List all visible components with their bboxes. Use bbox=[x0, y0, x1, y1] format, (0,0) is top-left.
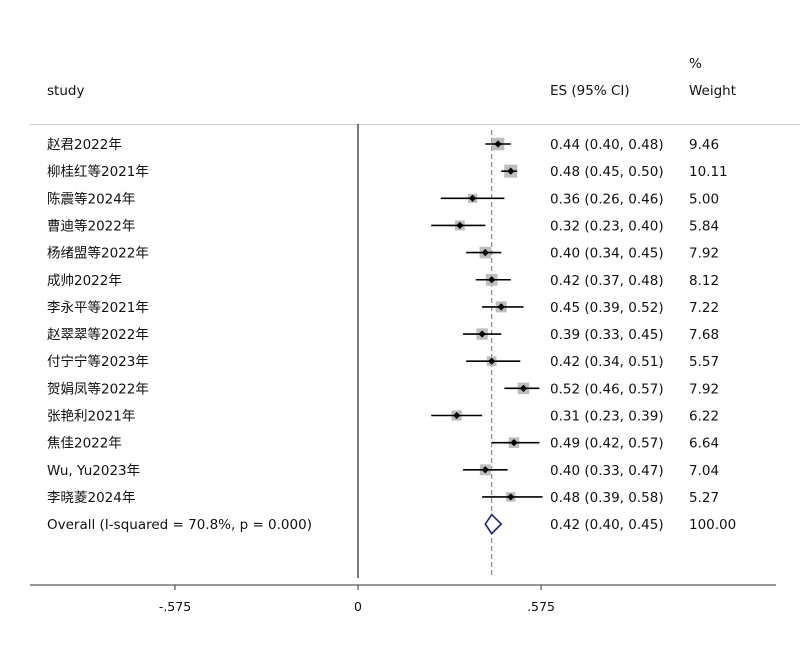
study-label: 柳桂红等2021年 bbox=[47, 163, 149, 180]
study-row: 李晓菱2024年 0.48 (0.39, 0.58) 5.27 bbox=[47, 490, 719, 506]
weight-value: 7.22 bbox=[689, 300, 719, 316]
x-axis-tick-label: -.575 bbox=[159, 599, 191, 614]
study-row: 曹迪等2022年 0.32 (0.23, 0.40) 5.84 bbox=[47, 217, 719, 234]
study-row: 张艳利2021年 0.31 (0.23, 0.39) 6.22 bbox=[47, 409, 719, 425]
study-row: 赵君2022年 0.44 (0.40, 0.48) 9.46 bbox=[47, 137, 719, 153]
study-label: 焦佳2022年 bbox=[47, 436, 122, 452]
point-estimate bbox=[481, 466, 489, 474]
point-estimate bbox=[507, 493, 515, 501]
point-estimate bbox=[488, 357, 496, 365]
point-estimate bbox=[453, 411, 461, 420]
header-study: study bbox=[47, 83, 84, 99]
plot-area bbox=[357, 124, 493, 578]
es-ci-value: 0.45 (0.39, 0.52) bbox=[550, 300, 664, 316]
study-label: 曹迪等2022年 bbox=[47, 217, 135, 234]
point-estimate bbox=[478, 330, 486, 338]
es-ci-value: 0.31 (0.23, 0.39) bbox=[550, 409, 664, 425]
study-row: 付宁宁等2023年 0.42 (0.34, 0.51) 5.57 bbox=[47, 353, 719, 370]
weight-value: 5.00 bbox=[689, 191, 719, 207]
study-row: 成帅2022年 0.42 (0.37, 0.48) 8.12 bbox=[47, 273, 719, 289]
overall-row: Overall (I-squared = 70.8%, p = 0.000) 0.… bbox=[47, 513, 736, 535]
study-label: 成帅2022年 bbox=[47, 273, 122, 289]
es-ci-value: 0.49 (0.42, 0.57) bbox=[550, 436, 664, 452]
weight-value: 7.92 bbox=[689, 246, 719, 262]
study-label: 杨绪盟等2022年 bbox=[47, 245, 149, 262]
study-row: 陈震等2024年 0.36 (0.26, 0.46) 5.00 bbox=[47, 190, 719, 207]
study-row: 柳桂红等2021年 0.48 (0.45, 0.50) 10.11 bbox=[47, 163, 728, 180]
point-estimate bbox=[510, 439, 518, 447]
overall-es-ci-value: 0.42 (0.40, 0.45) bbox=[550, 517, 664, 533]
es-ci-value: 0.44 (0.40, 0.48) bbox=[550, 137, 664, 153]
weight-value: 10.11 bbox=[689, 164, 728, 180]
es-ci-value: 0.40 (0.34, 0.45) bbox=[550, 246, 664, 262]
point-estimate bbox=[488, 276, 496, 284]
study-row: 李永平等2021年 0.45 (0.39, 0.52) 7.22 bbox=[47, 299, 719, 316]
point-estimate bbox=[494, 140, 502, 148]
study-row: 赵翠翠等2022年 0.39 (0.33, 0.45) 7.68 bbox=[47, 326, 719, 343]
overall-diamond bbox=[484, 513, 503, 535]
study-label: 李晓菱2024年 bbox=[47, 490, 135, 506]
es-ci-value: 0.39 (0.33, 0.45) bbox=[550, 327, 664, 343]
es-ci-value: 0.52 (0.46, 0.57) bbox=[550, 381, 664, 397]
point-estimate bbox=[456, 221, 464, 230]
weight-value: 5.27 bbox=[689, 490, 719, 506]
point-estimate bbox=[497, 303, 505, 311]
point-estimate bbox=[519, 384, 528, 392]
overall-label: Overall (I-squared = 70.8%, p = 0.000) bbox=[47, 517, 312, 533]
study-rows: 赵君2022年 0.44 (0.40, 0.48) 9.46 柳桂红等2021年 0.4… bbox=[47, 137, 736, 535]
study-label: 陈震等2024年 bbox=[47, 190, 135, 207]
study-label: Wu, Yu2023年 bbox=[47, 463, 140, 479]
study-label: 赵君2022年 bbox=[47, 137, 122, 153]
x-axis: -.575 0 .575 bbox=[30, 584, 776, 614]
weight-value: 9.46 bbox=[689, 137, 719, 153]
es-ci-value: 0.48 (0.45, 0.50) bbox=[550, 164, 664, 180]
study-label: 付宁宁等2023年 bbox=[47, 353, 149, 370]
study-row: 贺娟凤等2022年 0.52 (0.46, 0.57) 7.92 bbox=[47, 380, 719, 397]
weight-value: 5.84 bbox=[689, 218, 719, 234]
weight-value: 7.68 bbox=[689, 327, 719, 343]
study-row: Wu, Yu2023年 0.40 (0.33, 0.47) 7.04 bbox=[47, 463, 719, 479]
point-estimate bbox=[507, 167, 515, 175]
es-ci-value: 0.40 (0.33, 0.47) bbox=[550, 463, 664, 479]
weight-value: 7.92 bbox=[689, 381, 719, 397]
study-row: 焦佳2022年 0.49 (0.42, 0.57) 6.64 bbox=[47, 436, 719, 452]
es-ci-value: 0.32 (0.23, 0.40) bbox=[550, 218, 664, 234]
study-label: 贺娟凤等2022年 bbox=[47, 380, 149, 397]
header-weight: Weight bbox=[689, 83, 736, 99]
header-weight-percent: % bbox=[689, 56, 702, 72]
header-es: ES (95% CI) bbox=[550, 83, 630, 99]
overall-weight-value: 100.00 bbox=[689, 517, 736, 533]
es-ci-value: 0.42 (0.34, 0.51) bbox=[550, 354, 664, 370]
weight-value: 5.57 bbox=[689, 354, 719, 370]
weight-value: 8.12 bbox=[689, 273, 719, 289]
weight-value: 6.64 bbox=[689, 436, 719, 452]
x-axis-tick-label: .575 bbox=[527, 599, 555, 614]
study-row: 杨绪盟等2022年 0.40 (0.34, 0.45) 7.92 bbox=[47, 245, 719, 262]
weight-value: 7.04 bbox=[689, 463, 719, 479]
study-label: 李永平等2021年 bbox=[47, 299, 149, 316]
point-estimate bbox=[468, 194, 477, 202]
study-label: 张艳利2021年 bbox=[47, 409, 135, 425]
es-ci-value: 0.36 (0.26, 0.46) bbox=[550, 191, 664, 207]
x-axis-tick-label: 0 bbox=[354, 599, 362, 614]
es-ci-value: 0.42 (0.37, 0.48) bbox=[550, 273, 664, 289]
point-estimate bbox=[481, 249, 489, 257]
weight-value: 6.22 bbox=[689, 409, 719, 425]
es-ci-value: 0.48 (0.39, 0.58) bbox=[550, 490, 664, 506]
study-label: 赵翠翠等2022年 bbox=[47, 326, 149, 343]
